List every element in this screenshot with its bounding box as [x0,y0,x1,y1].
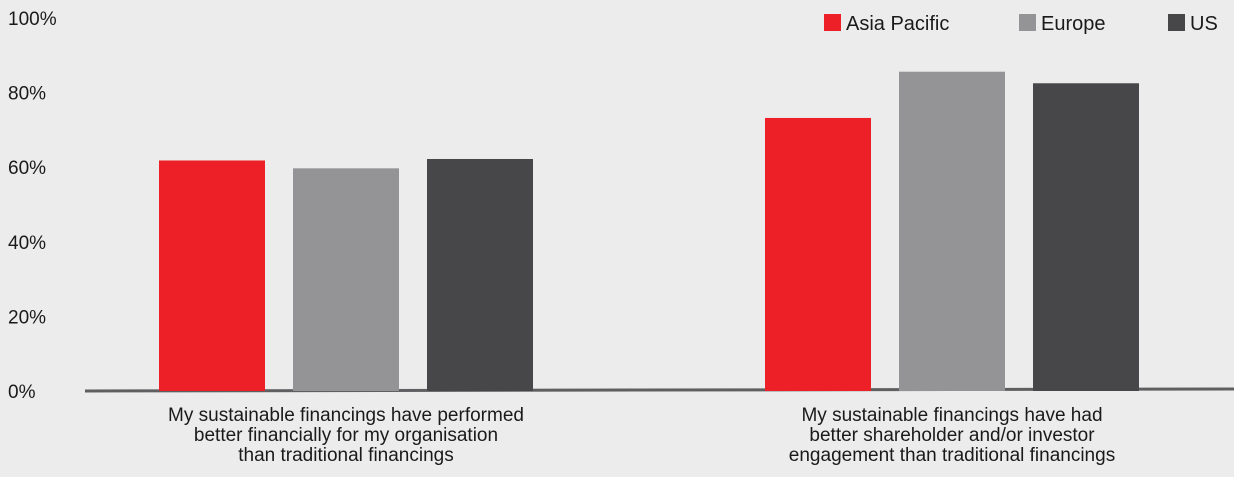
category-label-2-line-1: My sustainable financings have had [801,405,1102,426]
y-tick-label-20pct: 20% [8,307,46,328]
category-label-1-line-1: My sustainable financings have performed [168,405,524,426]
legend-swatch-europe [1019,14,1036,31]
bar-us-cat-1 [427,158,533,391]
category-label-2-line-3: engagement than traditional financings [789,445,1115,466]
bar-asia-pacific-cat-1 [159,160,265,391]
bars-layer [159,71,1139,392]
legend-label-us: US [1190,13,1218,35]
category-label-1-line-2: better financially for my organisation [194,425,498,446]
bar-us-cat-2 [1033,83,1139,392]
legend-swatch-us [1168,14,1185,31]
category-label-1-line-3: than traditional financings [238,445,453,466]
legend-swatch-asia-pacific [824,14,841,31]
y-tick-label-100pct: 100% [8,9,57,30]
y-tick-label-0pct: 0% [8,382,36,403]
bar-europe-cat-2 [899,71,1005,391]
y-tick-label-40pct: 40% [8,233,46,254]
legend: Asia Pacific Europe US [824,13,1218,35]
bar-asia-pacific-cat-2 [765,117,871,392]
legend-label-europe: Europe [1041,13,1106,35]
category-label-2-line-2: better shareholder and/or investor [809,425,1095,446]
legend-label-asia-pacific: Asia Pacific [846,13,949,35]
y-tick-label-60pct: 60% [8,158,46,179]
y-tick-label-80pct: 80% [8,84,46,105]
bar-europe-cat-1 [293,168,399,391]
labels-layer: My sustainable financings have performed… [168,405,1115,466]
